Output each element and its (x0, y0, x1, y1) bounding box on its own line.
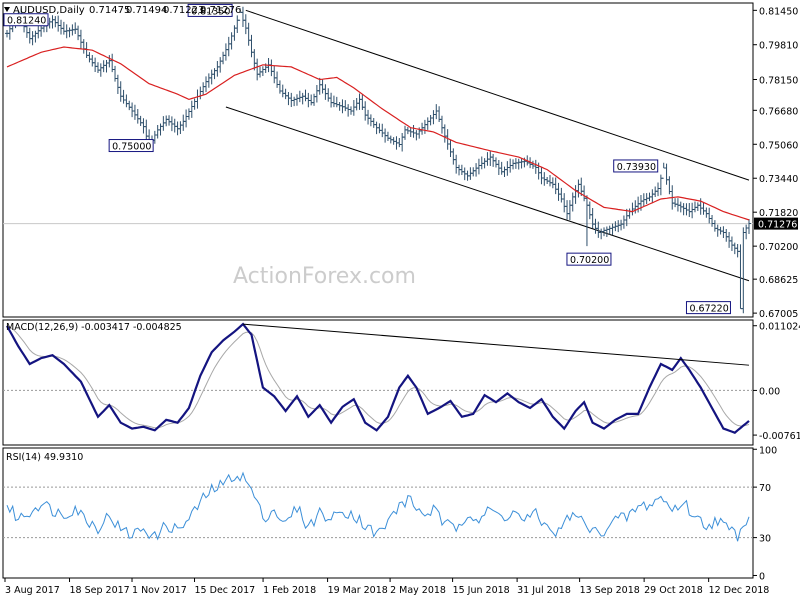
rsi-y-tick-label: 70 (759, 483, 771, 494)
price-y-tick-label: 0.79810 (759, 41, 798, 52)
x-tick-label: 2 May 2018 (390, 585, 446, 596)
current-price-badge (754, 217, 798, 230)
x-tick-label: 31 Jul 2018 (517, 585, 571, 596)
rsi-y-tick-label: 30 (759, 534, 771, 545)
x-tick-label: 18 Sep 2017 (70, 585, 130, 596)
price-y-tick-label: 0.70200 (759, 242, 798, 253)
chart-symbol: AUDUSD,Daily (13, 5, 85, 16)
x-tick-label: 13 Sep 2018 (580, 585, 640, 596)
channel-upper-line (245, 9, 750, 181)
price-y-tick-label: 0.78150 (759, 76, 798, 87)
moving-average-line (6, 46, 750, 221)
rsi-panel-frame (2, 447, 754, 579)
price-y-tick-label: 0.68625 (759, 275, 798, 286)
price-y-tick-label: 0.67005 (759, 309, 798, 320)
price-y-tick-label: 0.71820 (759, 208, 798, 219)
x-tick-label: 1 Feb 2018 (263, 585, 316, 596)
channel-lower-line (225, 106, 750, 282)
header-ohlc-value: 0.71223 (163, 5, 204, 16)
price-y-tick-label: 0.73440 (759, 174, 798, 185)
annotation-label: 0.73930 (617, 162, 656, 173)
header-ohlc-value: 0.71276 (200, 5, 241, 16)
price-bars (5, 6, 751, 314)
annotation-label: 0.75000 (112, 142, 151, 153)
annotation-label: 0.81350 (191, 6, 230, 17)
x-tick-label: 29 Oct 2018 (644, 585, 703, 596)
macd-signal-line (6, 325, 750, 429)
x-tick-label: 15 Dec 2017 (195, 585, 256, 596)
macd-label: MACD(12,26,9) -0.003417 -0.004825 (6, 322, 182, 333)
macd-line (6, 322, 750, 434)
price-y-tick-label: 0.76680 (759, 106, 798, 117)
annotation-box (566, 252, 612, 266)
annotation-box (108, 139, 154, 153)
symbol-dropdown-icon (4, 7, 10, 12)
macd-panel-frame (2, 319, 754, 446)
annotation-box (613, 159, 659, 173)
rsi-label: RSI(14) 49.9310 (6, 452, 83, 463)
rsi-y-tick-label: 0 (759, 571, 765, 582)
x-tick-label: 12 Dec 2018 (709, 585, 770, 596)
macd-y-tick-label: 0.011024 (759, 322, 800, 333)
price-y-tick-label: 0.81450 (759, 6, 798, 17)
annotation-label: 0.67220 (689, 304, 728, 315)
price-y-tick-label: 0.75060 (759, 140, 798, 151)
x-tick-label: 3 Aug 2017 (5, 585, 60, 596)
header-ohlc-value: 0.71475 (89, 5, 130, 16)
watermark: ActionForex.com (233, 264, 416, 289)
annotation-box (187, 3, 233, 17)
annotation-box (3, 13, 49, 27)
annotation-box (685, 301, 731, 315)
x-tick-label: 1 Nov 2017 (132, 585, 187, 596)
rsi-line (6, 471, 750, 542)
current-price-label: 0.71276 (758, 220, 797, 231)
x-tick-label: 19 Mar 2018 (328, 585, 388, 596)
header-ohlc-value: 0.71494 (126, 5, 167, 16)
annotation-label: 0.70200 (570, 255, 609, 266)
macd-trendline (242, 323, 750, 366)
annotation-label: 0.81240 (7, 16, 46, 27)
macd-y-tick-label: 0.00 (759, 386, 780, 397)
macd-y-tick-label: -0.007611 (759, 431, 800, 442)
x-tick-label: 15 Jun 2018 (453, 585, 510, 596)
ohlc-bar (747, 218, 751, 234)
rsi-y-tick-label: 100 (759, 445, 777, 456)
price-panel-frame (2, 2, 754, 318)
